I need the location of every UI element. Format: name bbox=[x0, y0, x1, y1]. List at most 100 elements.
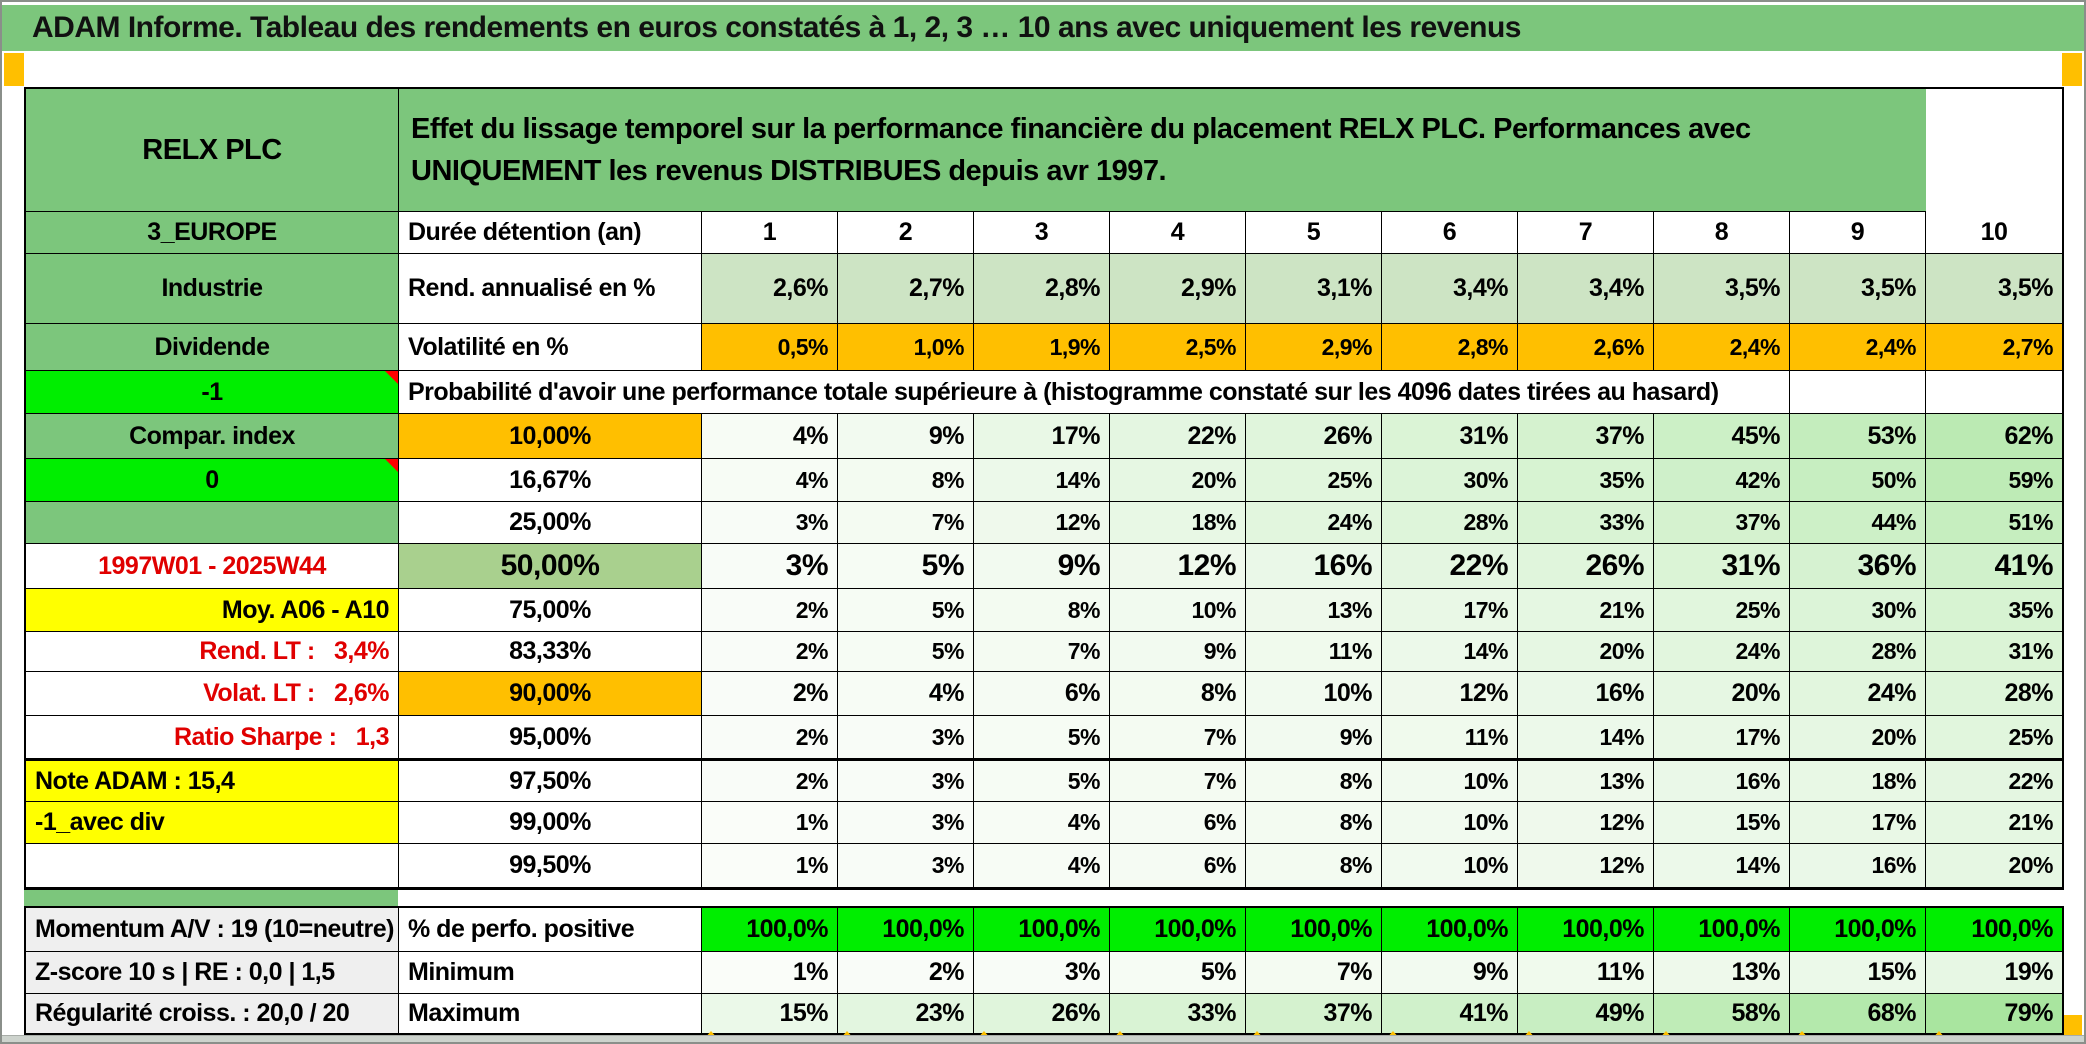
cell-positive-perf-year-3[interactable]: 100,0% bbox=[974, 908, 1110, 952]
cell-p83-year-1[interactable]: 2% bbox=[702, 632, 838, 672]
cell-duration-header-year-10[interactable]: 10 bbox=[1926, 212, 2062, 254]
cell-p25-year-10[interactable]: 51% bbox=[1926, 502, 2062, 544]
cell-p75-year-3[interactable]: 8% bbox=[974, 589, 1110, 632]
cell-maximum-year-1[interactable]: 15% bbox=[702, 994, 838, 1034]
cell-positive-perf-year-2[interactable]: 100,0% bbox=[838, 908, 974, 952]
cell-p95-year-4[interactable]: 7% bbox=[1110, 716, 1246, 759]
cell-p99-year-1[interactable]: 1% bbox=[702, 802, 838, 844]
row-header-maximum[interactable]: Maximum bbox=[399, 994, 702, 1034]
cell-p16-year-3[interactable]: 14% bbox=[974, 459, 1110, 502]
cell-p83-year-10[interactable]: 31% bbox=[1926, 632, 2062, 672]
cell-duration-header-year-6[interactable]: 6 bbox=[1382, 212, 1518, 254]
row-header-p16[interactable]: 16,67% bbox=[399, 459, 702, 502]
cell-maximum-year-7[interactable]: 49% bbox=[1518, 994, 1654, 1034]
cell-p975-year-8[interactable]: 16% bbox=[1654, 759, 1790, 802]
cell-p50-year-8[interactable]: 31% bbox=[1654, 544, 1790, 589]
cell-volatility-year-3[interactable]: 1,9% bbox=[974, 324, 1110, 371]
cell-volatility-year-8[interactable]: 2,4% bbox=[1654, 324, 1790, 371]
cell-minimum-year-8[interactable]: 13% bbox=[1654, 952, 1790, 994]
cell-minimum-year-7[interactable]: 11% bbox=[1518, 952, 1654, 994]
cell-p975-year-2[interactable]: 3% bbox=[838, 759, 974, 802]
cell-p975-year-4[interactable]: 7% bbox=[1110, 759, 1246, 802]
cell-p16-year-7[interactable]: 35% bbox=[1518, 459, 1654, 502]
cell-p75-year-5[interactable]: 13% bbox=[1246, 589, 1382, 632]
row-left-label-probability-header[interactable]: -1 bbox=[26, 371, 399, 414]
cell-p25-year-8[interactable]: 37% bbox=[1654, 502, 1790, 544]
cell-p83-year-3[interactable]: 7% bbox=[974, 632, 1110, 672]
cell-p25-year-1[interactable]: 3% bbox=[702, 502, 838, 544]
row-header-p99[interactable]: 99,00% bbox=[399, 802, 702, 844]
cell-p83-year-4[interactable]: 9% bbox=[1110, 632, 1246, 672]
cell-p99-year-3[interactable]: 4% bbox=[974, 802, 1110, 844]
row-left-label-maximum[interactable]: Régularité croiss. : 20,0 / 20 bbox=[26, 994, 399, 1034]
cell-p99-year-10[interactable]: 21% bbox=[1926, 802, 2062, 844]
row-header-minimum[interactable]: Minimum bbox=[399, 952, 702, 994]
cell-p90-year-4[interactable]: 8% bbox=[1110, 672, 1246, 716]
cell-p95-year-1[interactable]: 2% bbox=[702, 716, 838, 759]
cell-p995-year-6[interactable]: 10% bbox=[1382, 844, 1518, 888]
cell-duration-header-year-2[interactable]: 2 bbox=[838, 212, 974, 254]
cell-p99-year-7[interactable]: 12% bbox=[1518, 802, 1654, 844]
cell-p10-year-3[interactable]: 17% bbox=[974, 414, 1110, 459]
cell-p10-year-4[interactable]: 22% bbox=[1110, 414, 1246, 459]
cell-p975-year-3[interactable]: 5% bbox=[974, 759, 1110, 802]
cell-p83-year-5[interactable]: 11% bbox=[1246, 632, 1382, 672]
cell-p90-year-9[interactable]: 24% bbox=[1790, 672, 1926, 716]
cell-p90-year-10[interactable]: 28% bbox=[1926, 672, 2062, 716]
cell-p75-year-10[interactable]: 35% bbox=[1926, 589, 2062, 632]
row-header-annualized-return[interactable]: Rend. annualisé en % bbox=[399, 254, 702, 324]
cell-p90-year-5[interactable]: 10% bbox=[1246, 672, 1382, 716]
cell-maximum-year-6[interactable]: 41% bbox=[1382, 994, 1518, 1034]
cell-annualized-return-year-7[interactable]: 3,4% bbox=[1518, 254, 1654, 324]
cell-p99-year-8[interactable]: 15% bbox=[1654, 802, 1790, 844]
cell-annualized-return-year-5[interactable]: 3,1% bbox=[1246, 254, 1382, 324]
cell-p75-year-9[interactable]: 30% bbox=[1790, 589, 1926, 632]
cell-annualized-return-year-9[interactable]: 3,5% bbox=[1790, 254, 1926, 324]
cell-p25-year-3[interactable]: 12% bbox=[974, 502, 1110, 544]
cell-volatility-year-4[interactable]: 2,5% bbox=[1110, 324, 1246, 371]
cell-p50-year-4[interactable]: 12% bbox=[1110, 544, 1246, 589]
cell-p975-year-5[interactable]: 8% bbox=[1246, 759, 1382, 802]
cell-p16-year-4[interactable]: 20% bbox=[1110, 459, 1246, 502]
cell-positive-perf-year-10[interactable]: 100,0% bbox=[1926, 908, 2062, 952]
cell-volatility-year-7[interactable]: 2,6% bbox=[1518, 324, 1654, 371]
cell-p16-year-8[interactable]: 42% bbox=[1654, 459, 1790, 502]
cell-p25-year-7[interactable]: 33% bbox=[1518, 502, 1654, 544]
empty-cell-probability-header-0[interactable] bbox=[1790, 371, 1926, 414]
cell-minimum-year-4[interactable]: 5% bbox=[1110, 952, 1246, 994]
cell-p25-year-4[interactable]: 18% bbox=[1110, 502, 1246, 544]
cell-p95-year-10[interactable]: 25% bbox=[1926, 716, 2062, 759]
cell-annualized-return-year-10[interactable]: 3,5% bbox=[1926, 254, 2062, 324]
cell-annualized-return-year-2[interactable]: 2,7% bbox=[838, 254, 974, 324]
cell-p75-year-7[interactable]: 21% bbox=[1518, 589, 1654, 632]
cell-maximum-year-5[interactable]: 37% bbox=[1246, 994, 1382, 1034]
cell-positive-perf-year-5[interactable]: 100,0% bbox=[1246, 908, 1382, 952]
cell-p50-year-5[interactable]: 16% bbox=[1246, 544, 1382, 589]
cell-p75-year-1[interactable]: 2% bbox=[702, 589, 838, 632]
row-header-p75[interactable]: 75,00% bbox=[399, 589, 702, 632]
cell-maximum-year-2[interactable]: 23% bbox=[838, 994, 974, 1034]
cell-p90-year-2[interactable]: 4% bbox=[838, 672, 974, 716]
cell-p75-year-2[interactable]: 5% bbox=[838, 589, 974, 632]
cell-p25-year-9[interactable]: 44% bbox=[1790, 502, 1926, 544]
cell-positive-perf-year-7[interactable]: 100,0% bbox=[1518, 908, 1654, 952]
cell-duration-header-year-1[interactable]: 1 bbox=[702, 212, 838, 254]
cell-minimum-year-1[interactable]: 1% bbox=[702, 952, 838, 994]
cell-p75-year-6[interactable]: 17% bbox=[1382, 589, 1518, 632]
cell-duration-header-year-4[interactable]: 4 bbox=[1110, 212, 1246, 254]
row-left-label-p10[interactable]: Compar. index bbox=[26, 414, 399, 459]
cell-positive-perf-year-4[interactable]: 100,0% bbox=[1110, 908, 1246, 952]
cell-volatility-year-2[interactable]: 1,0% bbox=[838, 324, 974, 371]
cell-volatility-year-1[interactable]: 0,5% bbox=[702, 324, 838, 371]
row-left-label-p16[interactable]: 0 bbox=[26, 459, 399, 502]
cell-annualized-return-year-6[interactable]: 3,4% bbox=[1382, 254, 1518, 324]
cell-p99-year-5[interactable]: 8% bbox=[1246, 802, 1382, 844]
cell-p995-year-1[interactable]: 1% bbox=[702, 844, 838, 888]
cell-p10-year-9[interactable]: 53% bbox=[1790, 414, 1926, 459]
row-left-label-volatility[interactable]: Dividende bbox=[26, 324, 399, 371]
cell-p995-year-3[interactable]: 4% bbox=[974, 844, 1110, 888]
row-left-label-p83[interactable]: Rend. LT : 3,4% bbox=[26, 632, 399, 672]
cell-p50-year-1[interactable]: 3% bbox=[702, 544, 838, 589]
row-left-label-p50[interactable]: 1997W01 - 2025W44 bbox=[26, 544, 399, 589]
cell-p95-year-9[interactable]: 20% bbox=[1790, 716, 1926, 759]
